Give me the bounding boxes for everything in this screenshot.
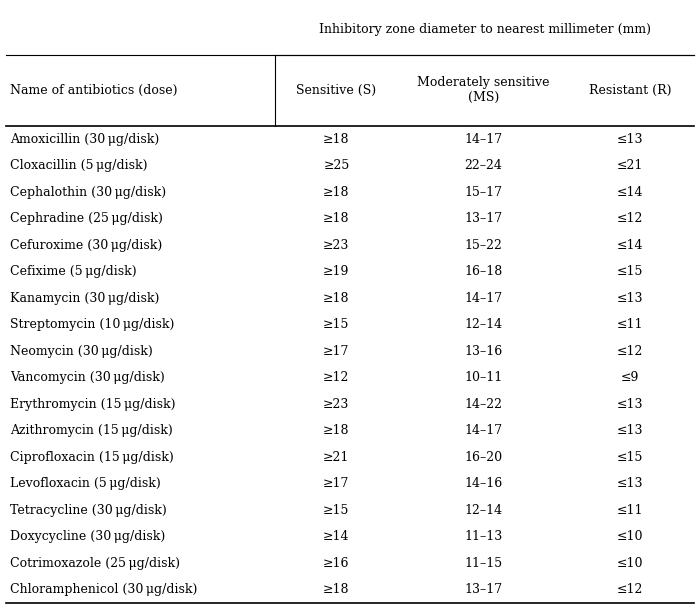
- Text: ≤12: ≤12: [617, 583, 643, 596]
- Text: Levofloxacin (5 μg/disk): Levofloxacin (5 μg/disk): [10, 478, 160, 490]
- Text: Erythromycin (15 μg/disk): Erythromycin (15 μg/disk): [10, 398, 175, 411]
- Text: 13–17: 13–17: [464, 212, 503, 225]
- Text: 13–16: 13–16: [464, 345, 503, 358]
- Text: 22–24: 22–24: [464, 159, 503, 172]
- Text: Neomycin (30 μg/disk): Neomycin (30 μg/disk): [10, 345, 153, 358]
- Text: ≤14: ≤14: [617, 186, 643, 199]
- Text: ≥14: ≥14: [323, 530, 349, 543]
- Text: Chloramphenicol (30 μg/disk): Chloramphenicol (30 μg/disk): [10, 583, 197, 596]
- Text: ≥15: ≥15: [323, 318, 349, 331]
- Text: Kanamycin (30 μg/disk): Kanamycin (30 μg/disk): [10, 291, 159, 305]
- Text: 11–13: 11–13: [464, 530, 503, 543]
- Text: Sensitive (S): Sensitive (S): [296, 84, 377, 97]
- Text: ≤13: ≤13: [617, 424, 643, 438]
- Text: Amoxicillin (30 μg/disk): Amoxicillin (30 μg/disk): [10, 133, 159, 146]
- Text: 14–17: 14–17: [464, 291, 503, 305]
- Text: Name of antibiotics (dose): Name of antibiotics (dose): [10, 84, 177, 97]
- Text: ≤21: ≤21: [617, 159, 643, 172]
- Text: ≤15: ≤15: [617, 451, 643, 464]
- Text: Inhibitory zone diameter to nearest millimeter (mm): Inhibitory zone diameter to nearest mill…: [318, 23, 651, 36]
- Text: Cefixime (5 μg/disk): Cefixime (5 μg/disk): [10, 265, 136, 278]
- Text: 11–15: 11–15: [464, 557, 503, 570]
- Text: ≥25: ≥25: [323, 159, 349, 172]
- Text: ≥18: ≥18: [323, 583, 349, 596]
- Text: ≥15: ≥15: [323, 504, 349, 517]
- Text: ≤13: ≤13: [617, 133, 643, 146]
- Text: ≥23: ≥23: [323, 239, 349, 251]
- Text: 13–17: 13–17: [464, 583, 503, 596]
- Text: ≥19: ≥19: [323, 265, 349, 278]
- Text: 15–17: 15–17: [464, 186, 503, 199]
- Text: ≥18: ≥18: [323, 212, 349, 225]
- Text: Vancomycin (30 μg/disk): Vancomycin (30 μg/disk): [10, 371, 164, 384]
- Text: 12–14: 12–14: [464, 504, 503, 517]
- Text: 12–14: 12–14: [464, 318, 503, 331]
- Text: Cloxacillin (5 μg/disk): Cloxacillin (5 μg/disk): [10, 159, 147, 172]
- Text: 14–17: 14–17: [464, 424, 503, 438]
- Text: ≤13: ≤13: [617, 291, 643, 305]
- Text: ≥23: ≥23: [323, 398, 349, 411]
- Text: ≤12: ≤12: [617, 212, 643, 225]
- Text: Moderately sensitive
(MS): Moderately sensitive (MS): [417, 76, 550, 104]
- Text: 14–22: 14–22: [464, 398, 503, 411]
- Text: 10–11: 10–11: [464, 371, 503, 384]
- Text: Streptomycin (10 μg/disk): Streptomycin (10 μg/disk): [10, 318, 174, 331]
- Text: Ciprofloxacin (15 μg/disk): Ciprofloxacin (15 μg/disk): [10, 451, 174, 464]
- Text: Cefuroxime (30 μg/disk): Cefuroxime (30 μg/disk): [10, 239, 162, 251]
- Text: ≥18: ≥18: [323, 133, 349, 146]
- Text: ≥18: ≥18: [323, 424, 349, 438]
- Text: ≤10: ≤10: [617, 557, 643, 570]
- Text: Resistant (R): Resistant (R): [589, 84, 671, 97]
- Text: Cephalothin (30 μg/disk): Cephalothin (30 μg/disk): [10, 186, 166, 199]
- Text: Doxycycline (30 μg/disk): Doxycycline (30 μg/disk): [10, 530, 165, 543]
- Text: ≤12: ≤12: [617, 345, 643, 358]
- Text: ≤10: ≤10: [617, 530, 643, 543]
- Text: Cotrimoxazole (25 μg/disk): Cotrimoxazole (25 μg/disk): [10, 557, 180, 570]
- Text: ≤13: ≤13: [617, 398, 643, 411]
- Text: ≥17: ≥17: [323, 345, 349, 358]
- Text: ≥18: ≥18: [323, 291, 349, 305]
- Text: ≤13: ≤13: [617, 478, 643, 490]
- Text: ≥12: ≥12: [323, 371, 349, 384]
- Text: ≥18: ≥18: [323, 186, 349, 199]
- Text: 14–16: 14–16: [464, 478, 503, 490]
- Text: ≥16: ≥16: [323, 557, 349, 570]
- Text: Cephradine (25 μg/disk): Cephradine (25 μg/disk): [10, 212, 162, 225]
- Text: ≤14: ≤14: [617, 239, 643, 251]
- Text: ≤11: ≤11: [617, 318, 643, 331]
- Text: ≤9: ≤9: [621, 371, 640, 384]
- Text: Tetracycline (30 μg/disk): Tetracycline (30 μg/disk): [10, 504, 167, 517]
- Text: 16–20: 16–20: [464, 451, 503, 464]
- Text: 15–22: 15–22: [464, 239, 503, 251]
- Text: ≤15: ≤15: [617, 265, 643, 278]
- Text: 14–17: 14–17: [464, 133, 503, 146]
- Text: ≥17: ≥17: [323, 478, 349, 490]
- Text: 16–18: 16–18: [464, 265, 503, 278]
- Text: Azithromycin (15 μg/disk): Azithromycin (15 μg/disk): [10, 424, 173, 438]
- Text: ≤11: ≤11: [617, 504, 643, 517]
- Text: ≥21: ≥21: [323, 451, 349, 464]
